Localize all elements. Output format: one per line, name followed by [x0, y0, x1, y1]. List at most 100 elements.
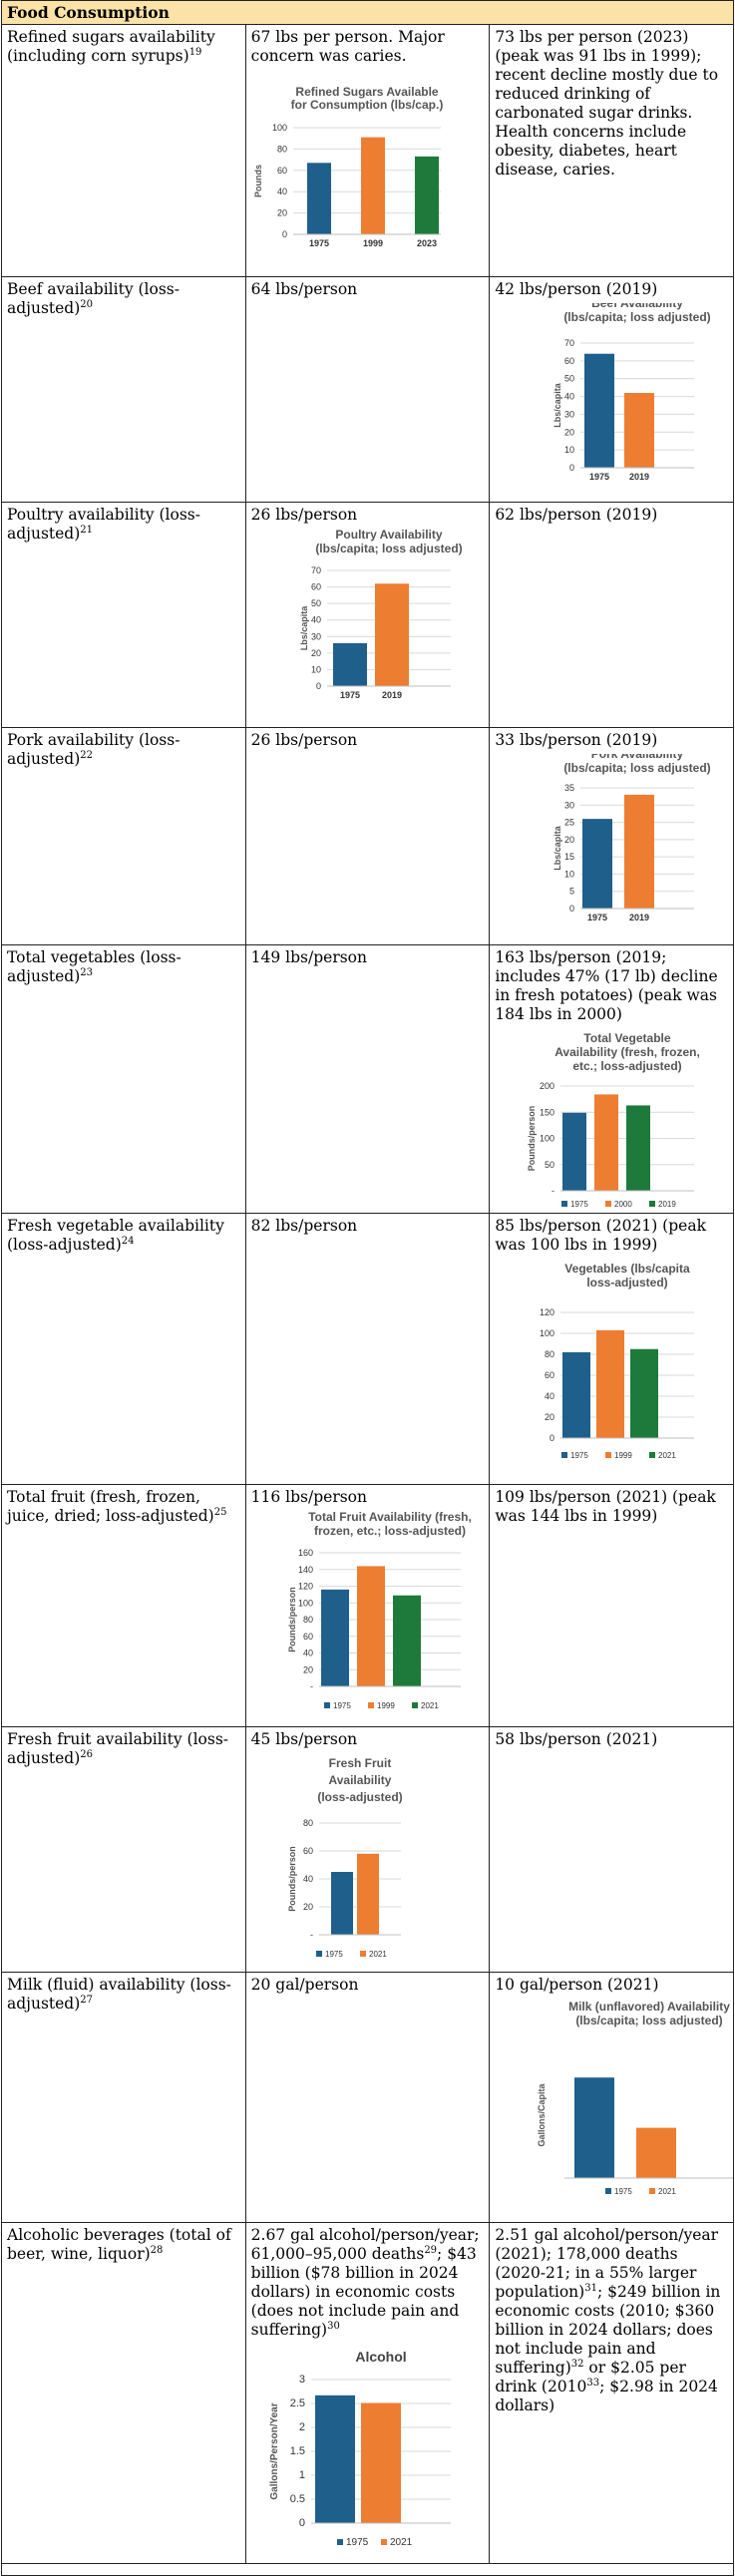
y-tick-label: 15	[564, 852, 574, 862]
y-axis-label: Lbs/capita	[552, 382, 562, 428]
row-label-text: Poultry availability (loss-adjusted)	[7, 506, 200, 543]
y-tick-label: 80	[303, 1615, 313, 1625]
bar-2021	[392, 1595, 421, 1686]
y-tick-label: 30	[564, 800, 574, 810]
footnote-ref: 27	[80, 1994, 94, 2006]
section-header: Food Consumption	[1, 0, 734, 25]
now-cell: 73 lbs per person (2023) (peak was 91 lb…	[489, 24, 734, 277]
legend-swatch	[605, 1452, 612, 1458]
legend-label: 1975	[570, 1200, 588, 1209]
chart-title: Alcohol	[355, 2349, 406, 2365]
legend-label: 1975	[570, 1451, 588, 1460]
table-row: Alcoholic beverages (total of beer, wine…	[1, 2222, 734, 2564]
bar-1975	[306, 163, 331, 234]
row-label-text: Total vegetables (loss-adjusted)	[7, 948, 182, 985]
table-row: Pork availability (loss-adjusted)22 26 l…	[1, 727, 734, 945]
y-tick-label: 60	[303, 1846, 313, 1856]
now-text: 163 lbs/person (2019; includes 47% (17 l…	[495, 948, 718, 1023]
legend-swatch	[605, 1201, 612, 1207]
bar-1975	[320, 1589, 349, 1686]
row-label-text: Pork availability (loss-adjusted)	[7, 731, 181, 768]
legend-swatch	[367, 1702, 374, 1708]
y-tick-label: 40	[303, 1649, 313, 1658]
bar-2000	[594, 1094, 619, 1191]
bar-1975	[314, 2394, 355, 2523]
y-tick-label: 100	[272, 123, 287, 133]
table-row: Beef availability (loss-adjusted)20 64 l…	[1, 276, 734, 503]
footnote-ref: 19	[188, 46, 202, 58]
chart-title: Total Fruit Availability (fresh,	[308, 1511, 472, 1524]
now-text: 33 lbs/person (2019)	[495, 731, 658, 749]
chart-title: Availability	[328, 1773, 391, 1787]
y-tick-label: 40	[545, 1391, 554, 1401]
then-text: 26 lbs/person	[250, 731, 358, 749]
legend-label: 1999	[614, 1451, 632, 1460]
row-label-text: Fresh fruit availability (loss-adjusted)	[7, 1730, 229, 1767]
now-text-part: ; $2.98 in 2024 dollars)	[495, 2378, 718, 2414]
row-label-text: Beef availability (loss-adjusted)	[7, 280, 180, 317]
legend-label: 1975	[346, 2537, 369, 2548]
y-tick-label: 10	[311, 664, 321, 674]
table-row	[1, 2563, 734, 2576]
y-tick-label: 60	[545, 1370, 554, 1380]
table-row: Total fruit (fresh, frozen, juice, dried…	[1, 1484, 734, 1727]
total-fruit-chart: Total Fruit Availability (fresh,frozen, …	[287, 1511, 472, 1710]
legend-label: 1975	[325, 1950, 343, 1959]
bar-2019	[626, 1105, 651, 1191]
footnote-ref: 32	[570, 2358, 584, 2370]
bar-1999	[356, 1566, 385, 1686]
footnote-ref: 22	[80, 749, 94, 761]
then-text-part: 2.67 gal alcohol/person/year; 61,000–95,…	[250, 2226, 480, 2263]
y-tick-label: 80	[277, 144, 287, 154]
bar-1999	[596, 1329, 625, 1438]
fresh-fruit-chart: Fresh Fruit Availability (loss-adjusted) - 2…	[287, 1756, 403, 1959]
x-tick-label: 1975	[587, 913, 607, 922]
legend-label: 2021	[421, 1701, 439, 1710]
chart-title: (lbs/capita; loss adjusted)	[564, 761, 711, 775]
y-tick-label: 100	[298, 1598, 313, 1608]
footnote-ref: 31	[584, 2282, 597, 2294]
y-tick-label: 0	[569, 463, 574, 473]
y-tick-label: 200	[540, 1081, 554, 1091]
y-tick-label: 120	[298, 1582, 313, 1592]
now-text-part: ; $249 billion in economic costs (2010; …	[495, 2283, 721, 2377]
table-row: Refined sugars availability (including c…	[1, 24, 734, 277]
table-row: Poultry availability (loss-adjusted)21 2…	[1, 502, 734, 728]
footnote-ref: 28	[150, 2244, 164, 2256]
legend-swatch	[380, 2539, 387, 2545]
legend-label: 2021	[369, 1950, 387, 1959]
legend-label: 1975	[614, 2187, 632, 2196]
x-tick-label: 2019	[629, 913, 649, 922]
footnote-ref: 23	[80, 966, 94, 978]
legend-swatch	[323, 1702, 330, 1708]
now-cell: 58 lbs/person (2021)	[489, 1726, 734, 1973]
then-text: 67 lbs per person. Major concern was car…	[250, 28, 445, 65]
row-label: Fresh vegetable availability (loss-adjus…	[1, 1213, 246, 1485]
y-tick-label: 30	[311, 631, 321, 641]
bar-2021	[636, 2127, 677, 2178]
chart-title: (lbs/capita; loss adjusted)	[315, 542, 462, 555]
y-tick-label: 1.5	[289, 2445, 304, 2457]
row-label-text: Total fruit (fresh, frozen, juice, dried…	[7, 1488, 214, 1525]
chart-title: Beef Availability	[591, 303, 683, 310]
chart-title: Total Vegetable	[584, 1031, 671, 1045]
y-tick-label: 0	[299, 2517, 305, 2529]
x-tick-label: 2023	[417, 238, 437, 248]
footnote-ref: 25	[213, 1506, 227, 1518]
y-tick-label: 0	[282, 229, 287, 239]
y-tick-label: 20	[545, 1412, 554, 1422]
table-row: Total vegetables (loss-adjusted)23 149 l…	[1, 944, 734, 1214]
legend-swatch	[411, 1702, 418, 1708]
y-tick-label: 60	[564, 356, 574, 366]
bar-1999	[360, 137, 385, 234]
footnote-ref: 26	[80, 1748, 94, 1760]
chart-title: (lbs/capita; loss adjusted)	[576, 2014, 723, 2027]
y-tick-label: 10	[564, 869, 574, 879]
y-tick-label: 40	[564, 392, 574, 402]
table-row: Fresh fruit availability (loss-adjusted)…	[1, 1726, 734, 1973]
now-cell: 85 lbs/person (2021) (peak was 100 lbs i…	[489, 1213, 734, 1485]
x-tick-label: 2019	[382, 690, 402, 700]
then-cell: 64 lbs/person	[244, 276, 491, 503]
legend-label: 2021	[390, 2537, 413, 2548]
